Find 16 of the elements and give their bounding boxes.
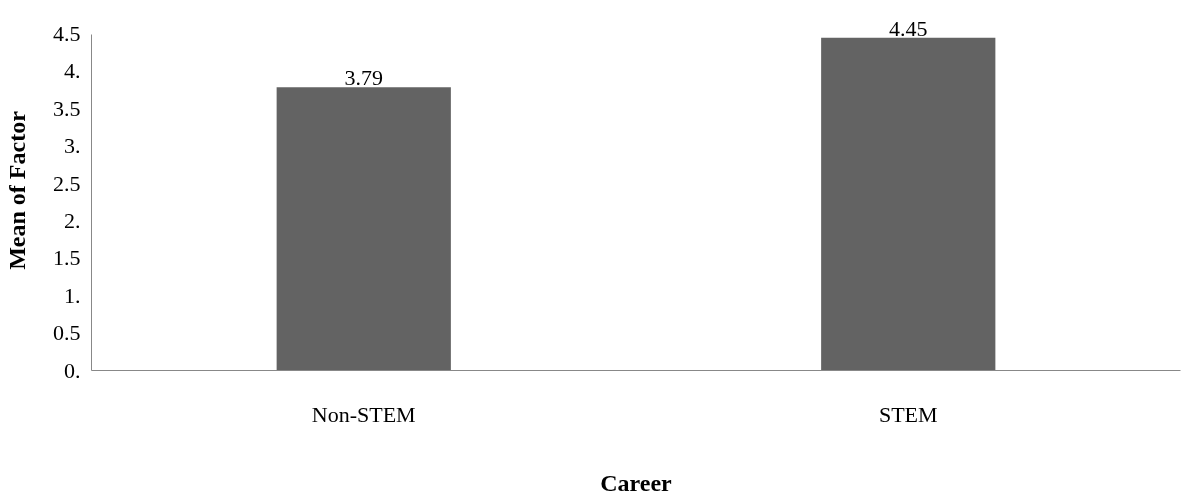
y-tick-label: 3.5 xyxy=(53,95,81,121)
y-axis-title: Mean of Factor xyxy=(4,110,30,270)
x-tick-label: STEM xyxy=(878,401,938,427)
data-label: 4.45 xyxy=(889,15,928,41)
y-tick-label: 0. xyxy=(64,357,81,383)
y-tick-label: 1. xyxy=(64,282,81,308)
y-tick-label: 4.5 xyxy=(53,21,81,47)
data-label: 3.79 xyxy=(344,65,383,91)
y-tick-label: 2. xyxy=(64,207,81,233)
x-tick-label: Non-STEM xyxy=(311,401,416,427)
y-tick-label: 3. xyxy=(64,133,81,159)
y-tick-label: 4. xyxy=(64,58,81,84)
x-axis-title: Career xyxy=(600,469,673,496)
y-tick-label: 0.5 xyxy=(53,320,81,346)
y-tick-label: 1.5 xyxy=(53,245,81,271)
y-tick-label: 2.5 xyxy=(53,170,81,196)
